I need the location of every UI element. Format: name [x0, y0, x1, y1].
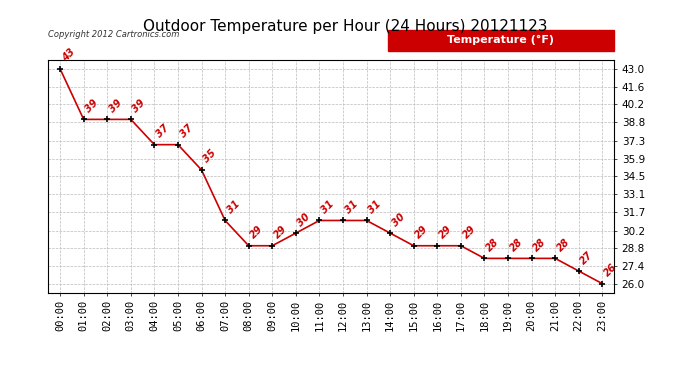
- Text: 31: 31: [343, 199, 359, 215]
- Text: 28: 28: [531, 237, 548, 254]
- Text: 28: 28: [555, 237, 572, 254]
- Text: 29: 29: [437, 224, 454, 241]
- Text: Temperature (°F): Temperature (°F): [447, 35, 555, 45]
- Text: 39: 39: [107, 98, 124, 114]
- Text: 43: 43: [60, 47, 77, 64]
- Text: 31: 31: [225, 199, 241, 215]
- Text: Copyright 2012 Cartronics.com: Copyright 2012 Cartronics.com: [48, 30, 179, 39]
- Text: 31: 31: [366, 199, 383, 215]
- Text: 30: 30: [390, 211, 406, 228]
- Text: 28: 28: [508, 237, 524, 254]
- Text: 29: 29: [273, 224, 289, 241]
- Text: 30: 30: [296, 211, 313, 228]
- Text: 27: 27: [579, 249, 595, 266]
- Text: 29: 29: [248, 224, 265, 241]
- Text: Outdoor Temperature per Hour (24 Hours) 20121123: Outdoor Temperature per Hour (24 Hours) …: [143, 19, 547, 34]
- Text: 28: 28: [484, 237, 501, 254]
- FancyBboxPatch shape: [388, 30, 614, 51]
- Text: 39: 39: [83, 98, 100, 114]
- Text: 26: 26: [602, 262, 619, 279]
- Text: 39: 39: [131, 98, 148, 114]
- Text: 31: 31: [319, 199, 336, 215]
- Text: 29: 29: [414, 224, 431, 241]
- Text: 29: 29: [461, 224, 477, 241]
- Text: 35: 35: [201, 148, 218, 165]
- Text: 37: 37: [155, 123, 171, 140]
- Text: 37: 37: [178, 123, 195, 140]
